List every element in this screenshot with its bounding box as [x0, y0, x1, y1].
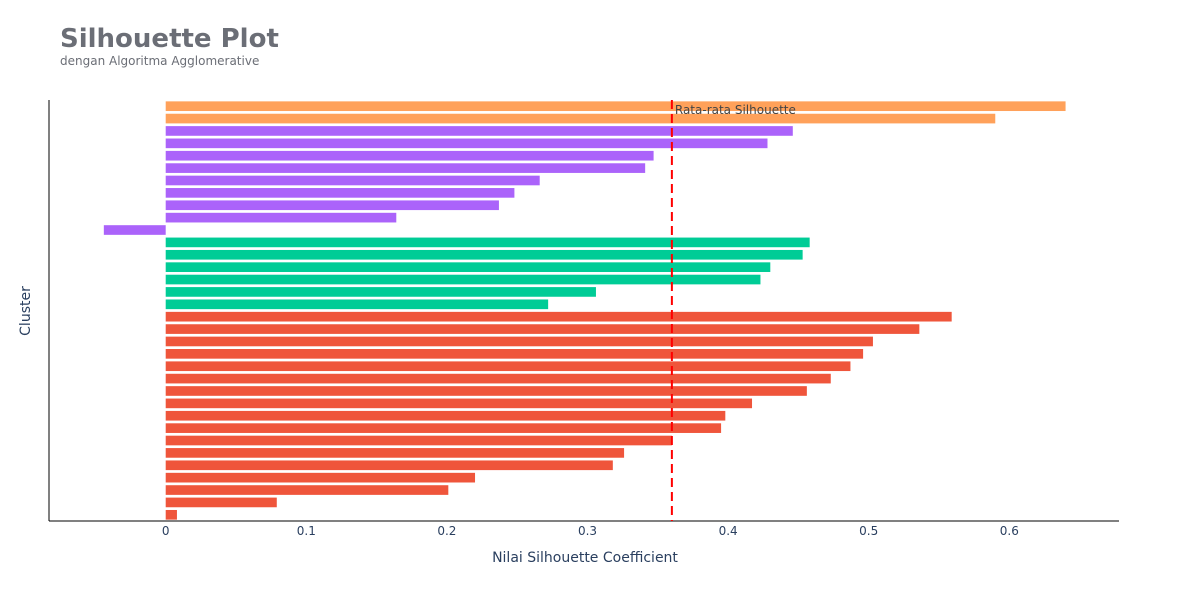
- silhouette-bar: [165, 163, 646, 173]
- silhouette-bar: [165, 287, 596, 297]
- y-axis-title: Cluster: [18, 286, 34, 336]
- silhouette-bar: [165, 101, 1066, 112]
- silhouette-bar: [165, 398, 753, 409]
- x-tick-label: 0.3: [578, 524, 597, 538]
- silhouette-bar: [165, 423, 722, 433]
- silhouette-bar: [165, 175, 540, 186]
- x-tick-label: 0.4: [719, 524, 738, 538]
- silhouette-bar: [165, 324, 920, 334]
- silhouette-bar: [165, 138, 768, 149]
- silhouette-bar: [165, 126, 793, 136]
- silhouette-bar: [165, 435, 672, 446]
- x-tick-label: 0.2: [437, 524, 456, 538]
- average-silhouette-label: Rata-rata Silhouette: [675, 103, 796, 117]
- silhouette-bar: [165, 460, 613, 471]
- chart-subtitle: dengan Algoritma Agglomerative: [60, 54, 260, 68]
- silhouette-bar: [165, 200, 499, 211]
- silhouette-bar: [165, 448, 625, 458]
- silhouette-bar: [165, 373, 831, 384]
- bars-layer: [103, 101, 1066, 520]
- silhouette-bar: [165, 150, 654, 161]
- silhouette-bar: [165, 485, 449, 495]
- x-axis-title: Nilai Silhouette Coefficient: [492, 550, 678, 566]
- silhouette-bar: [165, 212, 397, 223]
- x-tick-label: 0.6: [1000, 524, 1019, 538]
- silhouette-bar: [165, 509, 177, 520]
- silhouette-bar: [165, 249, 803, 260]
- silhouette-bar: [165, 113, 996, 124]
- x-tick-label: 0.5: [859, 524, 878, 538]
- x-ticks: 0 0.1 0.2 0.3 0.4 0.5 0.6: [162, 524, 1019, 538]
- silhouette-bar: [165, 386, 807, 396]
- x-tick-label: 0.1: [297, 524, 316, 538]
- silhouette-bar: [165, 336, 873, 347]
- silhouette-bar: [165, 311, 952, 322]
- silhouette-bar: [165, 410, 726, 421]
- silhouette-bar: [165, 497, 277, 508]
- silhouette-bar: [165, 237, 810, 248]
- silhouette-bar: [165, 299, 549, 310]
- x-tick-label: 0: [162, 524, 170, 538]
- silhouette-bar: [165, 472, 476, 483]
- chart-title: Silhouette Plot: [60, 24, 279, 54]
- silhouette-bar: [165, 262, 771, 272]
- silhouette-bar: [165, 274, 761, 285]
- silhouette-bar: [165, 188, 515, 198]
- silhouette-bar: [165, 361, 851, 372]
- silhouette-bar: [165, 349, 864, 359]
- silhouette-bar: [103, 225, 166, 235]
